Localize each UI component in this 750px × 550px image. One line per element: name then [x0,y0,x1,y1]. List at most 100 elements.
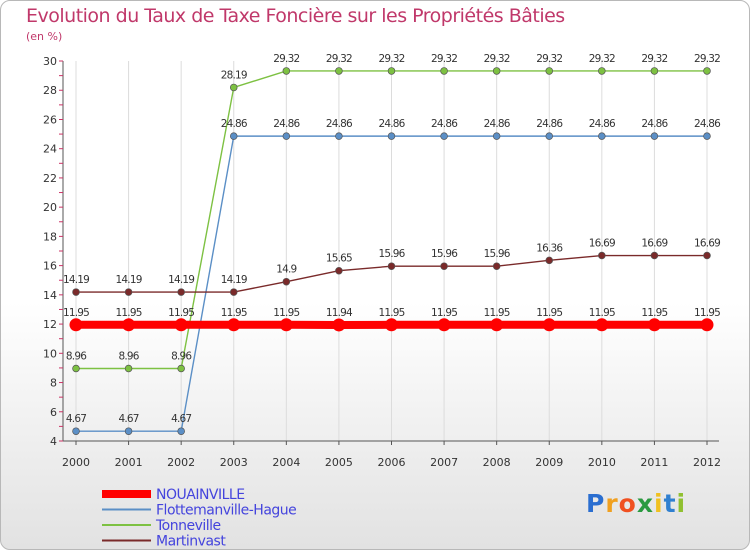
data-point-nouainville-2010 [595,318,609,332]
data-point-flottemanville-hague-2006 [387,132,396,140]
data-point-tonneville-2000 [72,364,80,373]
y-tick-label-30: 30 [43,55,57,68]
data-label-martinvast-2003: 14.19 [221,274,247,286]
x-tick-label-2012: 2012 [693,456,721,469]
y-tick-label-10: 10 [43,347,57,360]
data-label-martinvast-2004: 14.9 [276,264,296,276]
data-label-tonneville-2004: 29.32 [273,53,299,65]
data-label-nouainville-2012: 11.95 [694,307,720,319]
y-tick-label-22: 22 [43,172,57,185]
logo-letter: P [586,489,606,518]
data-label-tonneville-2001: 8.96 [118,351,139,363]
data-label-flottemanville-hague-2012: 24.86 [694,118,721,130]
data-label-flottemanville-hague-2000: 4.67 [66,413,86,425]
data-point-nouainville-2005 [332,318,346,332]
series-nouainville: 11.95 11.95 11.95 11.95 11.95 11.94 11.95 11.95… [63,307,721,332]
data-point-flottemanville-hague-2002 [177,427,185,435]
data-point-flottemanville-hague-2009 [545,132,553,140]
data-point-martinvast-2000 [72,288,80,296]
data-label-flottemanville-hague-2009: 24.86 [536,118,563,130]
data-point-tonneville-2008 [492,67,501,75]
data-label-nouainville-2008: 11.95 [484,307,510,319]
logo-letter: o [618,489,637,518]
x-tick-label-2000: 2000 [62,456,90,469]
legend: NOUAINVILLEFlottemanville-HagueTonnevill… [102,487,297,550]
series-group: 8.96 8.96 8.96 28.19 29.32 29.32 29.32 29.32 29.… [63,53,722,435]
legend-label-nouainville: NOUAINVILLE [156,487,245,503]
grid-lines [75,61,708,441]
data-label-flottemanville-hague-2003: 24.86 [221,118,248,130]
data-point-nouainville-2004 [279,318,293,332]
data-point-martinvast-2001 [124,288,133,296]
data-point-martinvast-2008 [492,262,501,270]
data-label-martinvast-2002: 14.19 [168,274,194,286]
data-label-nouainville-2002: 11.95 [168,307,194,319]
data-point-tonneville-2006 [387,67,396,75]
data-label-martinvast-2011: 16.69 [641,238,667,250]
y-tick-label-16: 16 [43,260,57,273]
data-point-martinvast-2011 [650,251,659,260]
data-label-martinvast-2012: 16.69 [694,238,720,250]
data-point-martinvast-2003 [230,288,238,296]
data-point-flottemanville-hague-2000 [72,427,80,435]
series-martinvast: 14.19 14.19 14.19 14.19 14.9 15.65 15.96 15.96 1… [63,238,721,296]
data-label-martinvast-2008: 15.96 [484,248,511,260]
data-point-martinvast-2004 [282,277,291,286]
data-label-tonneville-2006: 29.32 [378,53,404,65]
y-tick-labels: 4 6 8 10 12 14 16 18 20 22 24 26 28 30 [43,55,57,448]
y-tick-label-6: 6 [50,406,57,419]
logo-letter: t [663,489,677,518]
x-tick-label-2007: 2007 [430,456,458,469]
data-label-tonneville-2003: 28.19 [221,69,247,81]
data-label-tonneville-2000: 8.96 [66,351,87,363]
x-tick-label-2003: 2003 [220,456,248,469]
y-tick-label-4: 4 [50,435,57,448]
data-label-flottemanville-hague-2006: 24.86 [378,118,405,130]
data-label-flottemanville-hague-2002: 4.67 [171,413,191,425]
data-point-nouainville-2012 [700,318,714,332]
data-point-tonneville-2005 [335,67,343,75]
y-tick-label-18: 18 [43,230,57,243]
data-point-martinvast-2009 [545,256,553,265]
data-label-martinvast-2000: 14.19 [63,274,89,286]
x-tick-label-2006: 2006 [378,456,406,469]
data-point-flottemanville-hague-2001 [124,427,133,435]
x-tick-labels: 2000 2001 2002 2003 2004 2005 2006 2007 2008 2009… [62,441,721,469]
data-label-flottemanville-hague-2005: 24.86 [326,118,353,130]
y-tick-label-12: 12 [43,318,57,331]
data-point-nouainville-2007 [437,318,451,332]
series-flottemanville-hague: 4.67 4.67 4.67 24.86 24.86 24.86 24.86 24.86 24.… [66,118,722,435]
data-label-nouainville-2005: 11.94 [326,307,353,319]
y-tick-label-14: 14 [43,289,57,302]
data-point-flottemanville-hague-2008 [492,132,501,140]
data-point-martinvast-2005 [335,266,343,275]
data-label-tonneville-2010: 29.32 [589,53,615,65]
x-tick-label-2002: 2002 [167,456,195,469]
legend-label-martinvast: Martinvast [156,534,226,550]
data-point-nouainville-2011 [647,318,661,332]
data-label-flottemanville-hague-2010: 24.86 [589,118,616,130]
data-label-nouainville-2004: 11.95 [273,307,299,319]
data-label-martinvast-2009: 16.36 [536,242,563,254]
x-tick-label-2010: 2010 [588,456,616,469]
data-label-tonneville-2005: 29.32 [326,53,352,65]
x-tick-label-2008: 2008 [483,456,511,469]
data-label-martinvast-2006: 15.96 [378,248,405,260]
data-label-nouainville-2011: 11.95 [641,307,667,319]
data-point-martinvast-2002 [177,288,185,296]
data-point-flottemanville-hague-2012 [703,132,711,140]
x-tick-label-2004: 2004 [272,456,300,469]
data-point-martinvast-2010 [598,251,606,260]
data-point-martinvast-2007 [440,262,448,270]
x-tick-label-2009: 2009 [535,456,563,469]
data-point-tonneville-2010 [598,67,606,75]
data-point-nouainville-2006 [385,318,398,332]
proxiti-logo: Proxiti [586,489,686,518]
data-point-flottemanville-hague-2007 [440,132,448,140]
data-point-tonneville-2001 [124,364,133,373]
data-label-nouainville-2009: 11.95 [536,307,562,319]
legend-label-flottemanville-hague: Flottemanville-Hague [156,503,296,519]
data-label-nouainville-2007: 11.95 [431,307,457,319]
